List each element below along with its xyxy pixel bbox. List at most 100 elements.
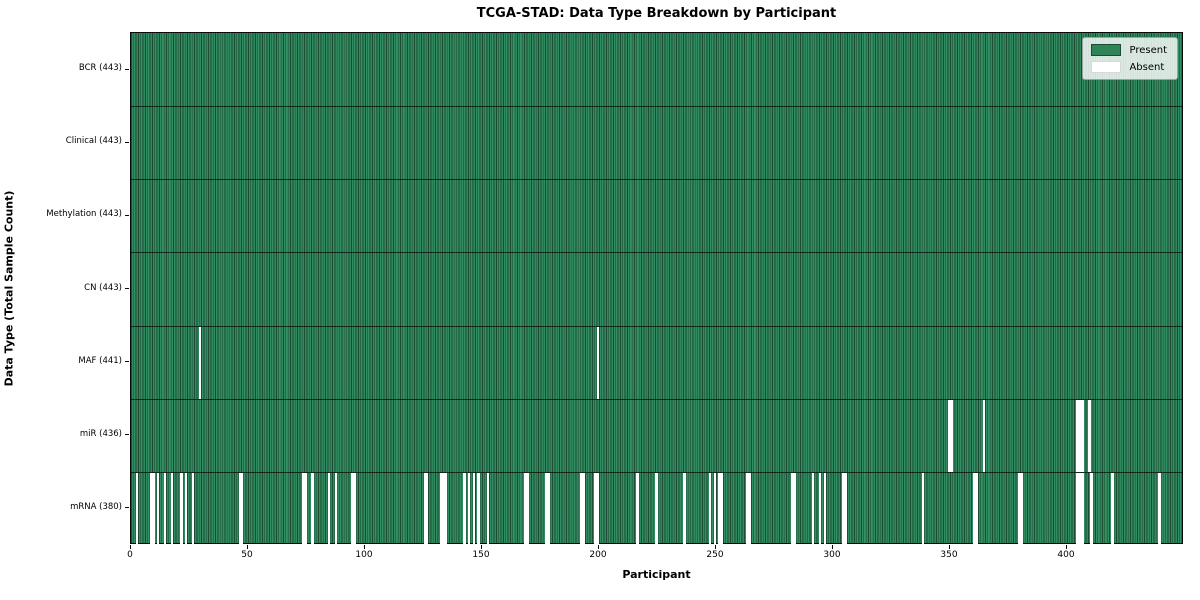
absent-bar	[1076, 472, 1079, 545]
absent-bar	[718, 472, 721, 545]
absent-bar	[444, 472, 448, 545]
absent-bar	[596, 326, 600, 399]
y-tick-label-BCR: BCR (443)	[78, 63, 122, 74]
y-tick-label-mRNA: mRNA (380)	[70, 501, 122, 512]
heatmap-row-Clinical	[131, 106, 1182, 179]
y-tick-mark	[125, 361, 129, 363]
absent-bar	[327, 472, 331, 545]
x-tick-label: 300	[823, 550, 841, 560]
absent-bar	[748, 472, 752, 545]
absent-bar	[594, 472, 597, 545]
absent-bar	[1090, 472, 1093, 545]
y-tick-label-CN: CN (443)	[84, 282, 122, 293]
absent-bar	[353, 472, 356, 545]
absent-bar	[1020, 472, 1023, 545]
absent-bar	[240, 472, 244, 545]
legend-label-absent: Absent	[1129, 61, 1165, 73]
y-tick-mark	[125, 141, 129, 143]
absent-bar	[720, 472, 724, 545]
absent-bar	[655, 472, 658, 545]
absent-bar	[950, 399, 953, 472]
absent-bar	[180, 472, 183, 545]
absent-bar	[1078, 472, 1082, 545]
absent-bar	[423, 472, 426, 545]
absent-bar	[921, 472, 925, 545]
heatmap-row-MAF	[131, 325, 1182, 399]
heatmap-row-mRNA	[131, 471, 1182, 545]
absent-bar	[301, 472, 305, 545]
absent-bar	[425, 472, 429, 545]
x-tick-label: 150	[472, 550, 490, 560]
absent-bar	[1076, 399, 1079, 472]
x-tick-label: 350	[940, 550, 958, 560]
absent-bar	[304, 472, 307, 545]
absent-bar	[844, 472, 848, 545]
x-tick-label: 100	[355, 550, 373, 560]
legend-item-absent: Absent	[1091, 61, 1167, 73]
absent-bar	[582, 472, 586, 545]
y-tick-label-miR: miR (436)	[79, 428, 122, 439]
absent-bar	[1081, 399, 1084, 472]
absent-bar	[191, 472, 195, 545]
absent-bar	[442, 472, 445, 545]
absent-bar	[793, 472, 796, 545]
heatmap-row-Methylation	[131, 179, 1182, 252]
chart-title: TCGA-STAD: Data Type Breakdown by Partic…	[476, 6, 837, 21]
absent-bar	[947, 399, 951, 472]
absent-bar	[708, 472, 712, 545]
absent-bar	[163, 472, 167, 545]
heatmap-row-CN	[131, 252, 1182, 325]
absent-bar	[982, 399, 986, 472]
y-tick-mark	[125, 288, 129, 289]
absent-bar	[580, 472, 583, 545]
absent-bar	[1017, 472, 1021, 545]
x-tick-mark	[130, 545, 131, 549]
absent-bar	[526, 472, 529, 545]
absent-swatch-icon	[1091, 61, 1122, 73]
y-tick-label-Methylation: Methylation (443)	[46, 209, 122, 220]
absent-bar	[170, 472, 174, 545]
absent-bar	[467, 472, 471, 545]
x-tick-mark	[832, 545, 833, 549]
absent-bar	[790, 472, 794, 545]
x-tick-mark	[598, 545, 599, 549]
absent-bar	[713, 472, 717, 545]
absent-bar	[818, 472, 822, 545]
absent-bar	[334, 472, 338, 545]
present-swatch-icon	[1091, 44, 1122, 56]
absent-bar	[463, 472, 466, 545]
x-tick-label: 200	[589, 550, 607, 560]
y-tick-mark	[125, 214, 129, 216]
x-tick-mark	[364, 545, 365, 549]
absent-bar	[350, 472, 354, 545]
absent-bar	[596, 472, 600, 545]
x-tick-mark	[1066, 545, 1067, 549]
absent-bar	[149, 472, 153, 545]
absent-bar	[198, 326, 202, 399]
absent-bar	[975, 472, 979, 545]
legend-item-present: Present	[1091, 44, 1167, 56]
x-tick-label: 50	[241, 550, 253, 560]
y-tick-label-MAF: MAF (441)	[78, 355, 122, 366]
absent-bar	[746, 472, 749, 545]
x-tick-mark	[247, 545, 248, 549]
absent-bar	[1078, 399, 1082, 472]
absent-bar	[152, 472, 155, 545]
x-tick-mark	[949, 545, 950, 549]
absent-bar	[238, 472, 242, 545]
heatmap-row-miR	[131, 398, 1182, 472]
absent-bar	[156, 472, 160, 545]
absent-bar	[811, 472, 815, 545]
heatmap-row-BCR	[131, 33, 1182, 106]
absent-bar	[842, 472, 845, 545]
x-tick-label: 250	[706, 550, 724, 560]
absent-bar	[135, 472, 139, 545]
absent-bar	[311, 472, 314, 545]
y-tick-mark	[125, 68, 129, 70]
y-tick-mark	[125, 507, 129, 509]
absent-bar	[683, 472, 686, 545]
y-tick-label-Clinical: Clinical (443)	[65, 136, 122, 147]
absent-bar	[973, 472, 976, 545]
plot-area	[130, 32, 1183, 545]
y-tick-mark	[125, 434, 129, 436]
